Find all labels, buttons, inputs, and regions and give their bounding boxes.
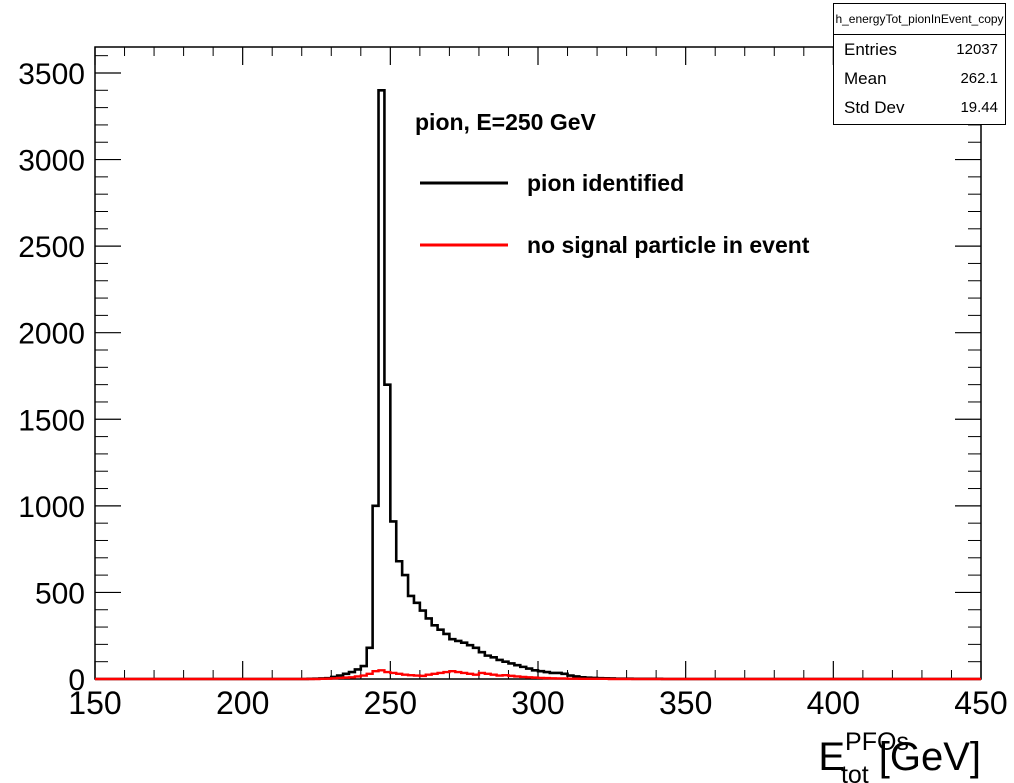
x-tick-label: 450 [954, 685, 1007, 721]
x-tick-label: 150 [68, 685, 121, 721]
axis-tick-labels: 150 200 250 300 350 400 450 0 500 1000 1500 2000 250… [18, 58, 1007, 721]
stats-value: 12037 [956, 41, 998, 58]
stats-label: Std Dev [844, 97, 905, 117]
x-tick-label: 350 [659, 685, 712, 721]
x-tick-label: 250 [364, 685, 417, 721]
stats-value: 19.44 [960, 99, 998, 116]
legend-label-no-signal: no signal particle in event [527, 232, 810, 258]
stats-label: Entries [844, 39, 897, 59]
legend: pion identified no signal particle in ev… [420, 170, 810, 258]
x-axis-label-base: E [818, 735, 845, 779]
stats-box-title: h_energyTot_pionInEvent_copy [834, 4, 1005, 35]
stats-label: Mean [844, 68, 887, 88]
stats-value: 262.1 [960, 70, 998, 87]
annotation-label: pion, E=250 GeV [415, 109, 597, 135]
x-axis-label-unit: [GeV] [879, 735, 981, 779]
x-tick-label: 400 [807, 685, 860, 721]
y-tick-label: 2000 [18, 318, 85, 351]
plot-frame [94, 46, 982, 680]
stats-row-entries: Entries 12037 [834, 35, 1005, 64]
series-layer [95, 88, 981, 681]
y-tick-label: 0 [68, 664, 85, 697]
y-tick-label: 2500 [18, 231, 85, 264]
stats-row-mean: Mean 262.1 [834, 64, 1005, 93]
x-tick-label: 300 [511, 685, 564, 721]
x-tick-label: 200 [216, 685, 269, 721]
y-tick-label: 500 [35, 577, 85, 610]
axis-ticks [94, 47, 982, 680]
x-axis-label-sub: tot [841, 761, 869, 783]
x-axis-label: EPFOs tot [GeV] [818, 728, 981, 783]
stats-row-stddev: Std Dev 19.44 [834, 93, 1005, 122]
y-tick-label: 1500 [18, 404, 85, 437]
stats-box: h_energyTot_pionInEvent_copy Entries 120… [833, 3, 1006, 125]
x-axis-label-sup: PFOs [845, 728, 909, 756]
y-tick-label: 1000 [18, 491, 85, 524]
y-tick-label: 3500 [18, 58, 85, 91]
legend-label-pion-identified: pion identified [527, 170, 684, 196]
y-tick-label: 3000 [18, 145, 85, 178]
series-line-no-signal [95, 669, 981, 681]
